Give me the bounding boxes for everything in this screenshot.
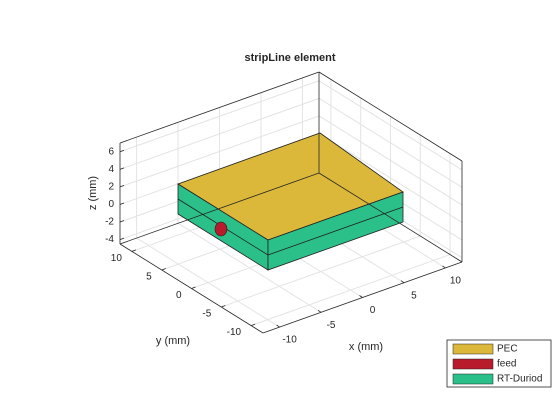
x-tick [359,295,363,298]
x-tick [276,324,280,328]
x-tick-label: 0 [370,305,376,316]
x-axis-label: x (mm) [349,341,383,353]
z-tick-label: -4 [105,234,114,245]
x-tick [400,280,405,284]
legend: PEC feed RT-Duriod [446,339,552,388]
y-axis-label: y (mm) [156,335,190,347]
y-tick-label: 10 [111,253,123,264]
legend-swatch [452,373,494,385]
z-axis-label: z (mm) [87,176,99,210]
grid-line [318,80,463,171]
x-tick-label: -10 [282,335,297,346]
grid-line [119,115,320,188]
x-tick [317,309,322,313]
x-tick-label: -5 [327,320,336,331]
legend-swatch [452,358,494,370]
axis-edge [318,71,463,162]
x-tick-label: 10 [450,276,462,287]
strip-line [177,198,404,256]
axis-edge [318,172,463,263]
y-tick [250,323,256,326]
axes: -10 -5 0 5 10 -10 -5 0 5 10 -4 -2 0 2 4 6 [105,71,463,346]
axis-edge [119,71,320,144]
x-tick-label: 5 [411,290,417,301]
legend-label: feed [497,359,516,370]
z-tick-label: 2 [108,182,114,193]
y-tick [161,268,166,271]
z-tick-label: 0 [108,199,114,210]
grid-line [318,133,463,223]
z-tick [119,202,125,205]
y-tick-label: 0 [176,290,182,301]
z-tick-label: -2 [105,217,114,228]
grid-line [221,235,421,308]
feed [214,221,228,237]
legend-label: RT-Duriod [497,374,542,385]
y-tick [131,249,137,252]
y-tick-label: -5 [202,309,211,320]
grid-line [250,254,451,327]
y-tick-label: 5 [146,272,152,283]
legend-swatch [452,343,494,355]
z-tick-label: 6 [108,146,114,157]
grid-line [119,80,320,153]
z-tick [119,237,125,240]
grid-line [119,97,320,170]
y-tick [221,305,226,308]
x-tick [442,265,446,269]
chart-title: stripLine element [244,52,335,64]
y-tick [191,286,196,289]
z-tick-label: 4 [108,164,114,175]
z-tick [119,167,125,170]
legend-label: PEC [497,344,518,355]
grid-line [318,97,463,188]
axis-edge [119,172,320,245]
grid-line [318,115,463,206]
y-tick-label: -10 [227,327,242,338]
z-tick [119,185,125,188]
z-tick [119,149,125,153]
stripline-model [177,132,404,271]
z-tick [119,220,125,223]
